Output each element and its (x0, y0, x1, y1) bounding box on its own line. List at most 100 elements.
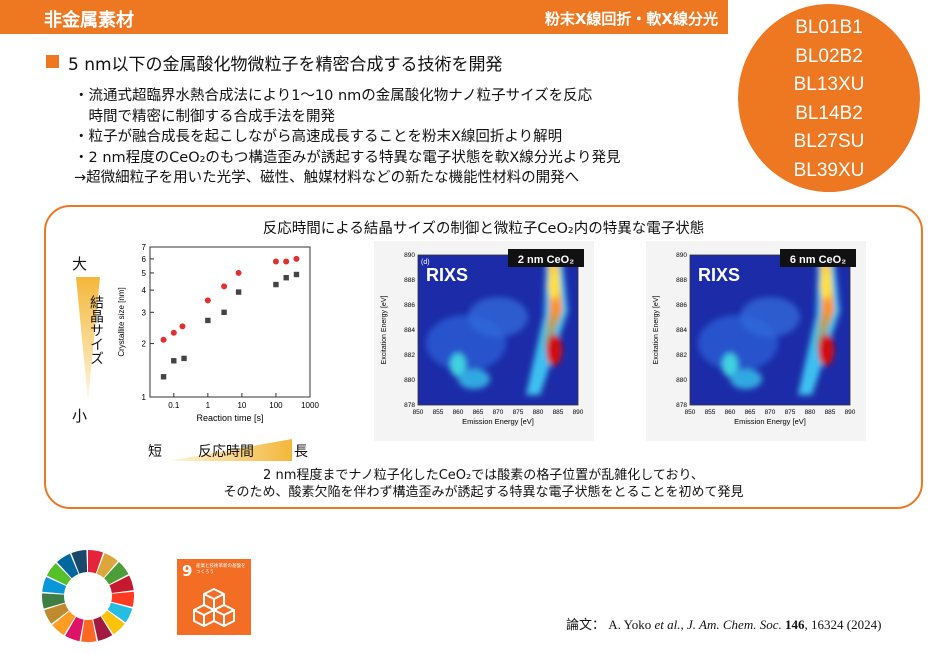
data-point-gray (283, 275, 289, 281)
summary-line: →超微細粒子を用いた光学、磁性、触媒材料などの新たな機能性材料の開発へ (74, 170, 580, 186)
y-tick-label: 3 (142, 308, 147, 317)
beamline-item: BL13XU (793, 74, 865, 95)
map-blob (468, 297, 528, 337)
map-y-tick-label: 890 (676, 252, 687, 259)
map-y-tick-label: 886 (676, 302, 687, 309)
map-x-tick-label: 865 (473, 409, 484, 416)
time-short-label: 短 (148, 444, 162, 460)
map-x-tick-label: 850 (413, 409, 424, 416)
citation-volume: 146 (781, 617, 805, 632)
figure-panel: 反応時間による結晶サイズの制御と微粒子CeO₂内の特異な電子状態 大 結晶サイズ… (44, 205, 923, 509)
header-title: 非金属素材 (44, 10, 134, 31)
header-bar: 非金属素材 粉末X線回折・軟X線分光 (0, 0, 728, 34)
sdg-wheel-segment (101, 610, 125, 635)
y-tick-label: 2 (142, 340, 147, 349)
main-heading: 5 nm以下の金属酸化物微粒子を精密合成する技術を開発 (68, 55, 503, 75)
y-tick-label: 4 (142, 286, 147, 295)
y-tick-label: 6 (142, 255, 147, 264)
map-y-tick-label: 880 (404, 377, 415, 384)
map-x-tick-label: 875 (785, 409, 796, 416)
time-long-label: 長 (294, 444, 308, 460)
map-tag-background (508, 249, 584, 267)
citation-authors: A. Yoko (608, 617, 652, 632)
map-x-tick-label: 870 (493, 409, 504, 416)
conclusion-text: 2 nm程度までナノ粒子化したCeO₂では酸素の格子位置が乱雑化しており、 その… (46, 467, 921, 501)
data-point-red (283, 258, 290, 265)
map-tag-background (780, 249, 856, 267)
data-point-red (293, 255, 300, 262)
sdg-wheel-segment (42, 576, 67, 594)
map-x-tick-label: 885 (825, 409, 836, 416)
conclusion-line: 2 nm程度までナノ粒子化したCeO₂では酸素の格子位置が乱雑化しており、 (263, 468, 704, 483)
figure-title: 反応時間による結晶サイズの制御と微粒子CeO₂内の特異な電子状態 (262, 221, 705, 237)
summary-lines: ・流通式超臨界水熱合成法により1～10 nmの金属酸化物ナノ粒子サイズを反応 時… (74, 86, 620, 189)
summary-line: 時間で精密に制御する合成手法を開発 (74, 108, 335, 125)
map-y-tick-label: 878 (404, 402, 415, 409)
data-point-gray (205, 317, 211, 324)
beamline-item: BL39XU (793, 159, 865, 181)
sdg-wheel-segment (93, 616, 113, 641)
y-tick-label: 5 (142, 269, 147, 278)
data-point-red (160, 336, 167, 343)
map-x-tick-label: 875 (513, 409, 524, 416)
data-point-red (221, 283, 228, 290)
map-x-axis-label: Emission Energy [eV] (734, 417, 806, 426)
map-x-tick-label: 890 (573, 409, 584, 416)
sdg-wheel-segment (81, 619, 97, 642)
beamline-item: BL27SU (793, 131, 865, 152)
data-point-red (272, 258, 279, 265)
data-point-red (204, 297, 211, 304)
map-x-tick-label: 880 (805, 409, 816, 416)
sdg9-icon: 9 産業と技術革新の基盤をつくろう (177, 559, 251, 635)
citation-etal: et al., (651, 617, 684, 632)
map-x-tick-label: 860 (453, 409, 464, 416)
size-small-label: 小 (72, 407, 88, 425)
sdg-wheel-segment (88, 550, 104, 574)
sdg-wheel-segment (71, 550, 88, 574)
data-point-gray (171, 358, 177, 364)
citation-journal: J. Am. Chem. Soc. (683, 617, 782, 632)
data-point-gray (221, 309, 227, 316)
map-blob (458, 369, 490, 389)
data-point-red (170, 329, 177, 336)
map-title: RIXS (426, 265, 468, 285)
plot-frame (149, 246, 311, 398)
map-y-tick-label: 878 (676, 402, 687, 409)
map-x-tick-label: 880 (533, 409, 544, 416)
citation: 論文： A. Yoko et al., J. Am. Chem. Soc. 14… (566, 614, 881, 633)
cubes-icon (193, 588, 235, 627)
header-subtitle: 粉末X線回折・軟X線分光 (544, 10, 718, 28)
map-blob (450, 353, 466, 377)
sdg-text: 産業と技術革新の基盤をつくろう (196, 564, 246, 575)
data-point-gray (293, 271, 300, 278)
map-tag: 6 nm CeO₂ (790, 254, 846, 266)
sdg-wheel-segment (107, 602, 133, 623)
map-x-tick-label: 855 (705, 409, 716, 416)
x-tick-label: 100 (269, 401, 283, 410)
map-frame (689, 254, 851, 406)
size-axis-label: 結晶サイズ (88, 295, 104, 365)
sdg-wheel-segment (44, 603, 69, 624)
summary-line: ・粒子が融合成長を起こしながら高速成長することを粉末X線回折より解明 (74, 129, 563, 145)
map-y-tick-label: 890 (404, 252, 415, 259)
x-tick-label: 1000 (301, 401, 319, 410)
x-tick-label: 0.1 (168, 401, 180, 410)
map-y-tick-label: 882 (404, 352, 415, 359)
data-point-gray (160, 374, 167, 380)
time-axis-label: 反応時間 (198, 444, 254, 460)
sdg-wheel-segment (65, 616, 84, 642)
data-point-gray (181, 355, 187, 362)
map-y-tick-label: 880 (676, 377, 687, 384)
map-features (698, 255, 840, 395)
beamline-item: BL14B2 (795, 102, 863, 124)
citation-pages: , 16324 (2024) (804, 617, 882, 632)
map-x-tick-label: 870 (765, 409, 776, 416)
heading-bullet-icon (46, 55, 59, 68)
data-point-gray (273, 281, 279, 288)
map-hotspot (546, 334, 562, 366)
map-x-tick-label: 850 (685, 409, 696, 416)
data-point-gray (235, 289, 242, 295)
map-blob (730, 369, 762, 389)
map-x-axis-label: Emission Energy [eV] (462, 417, 534, 426)
map-frame (417, 254, 579, 406)
